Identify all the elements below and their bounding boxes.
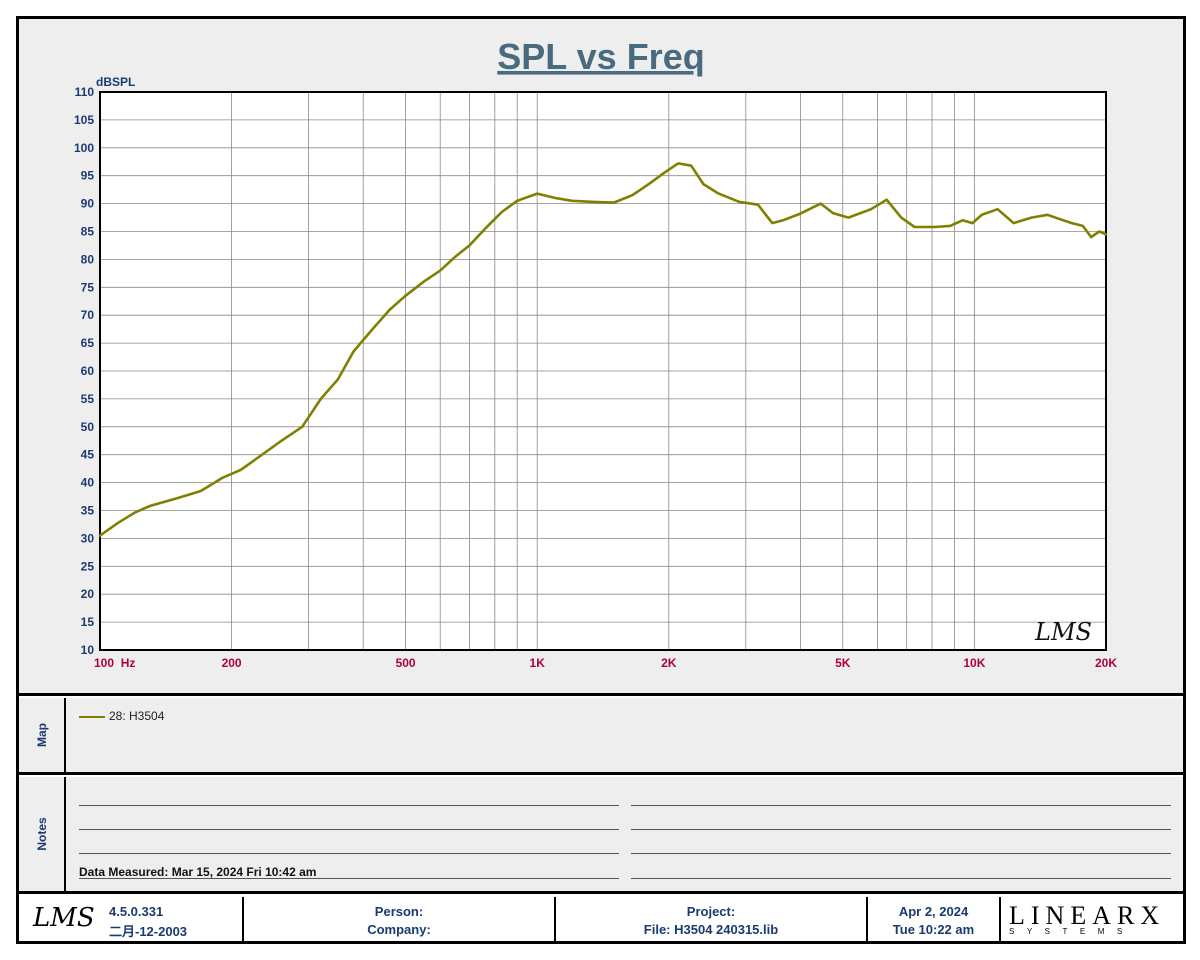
version: 4.5.0.331	[109, 904, 164, 919]
footer-date-cell: Apr 2, 2024 Tue 10:22 am	[868, 897, 1001, 941]
footer: LMS 4.5.0.331 二月-12-2003 Person: Company…	[19, 897, 1183, 941]
notes-side-label: Notes	[19, 777, 66, 891]
person-label: Person:	[374, 904, 424, 919]
y-tick-label: 10	[81, 643, 95, 657]
print-time: Tue 10:22 am	[892, 922, 975, 937]
footer-project-cell: Project: File: H3504 240315.lib	[556, 897, 868, 941]
separator	[19, 693, 1183, 696]
x-tick-label: 5K	[835, 656, 851, 670]
spl-chart: SPL vs Freq 10 15 20 25 30 35 40 45 50 55 60 65 70 75 8…	[74, 36, 1117, 670]
separator	[19, 891, 1183, 894]
x-tick-label: 1K	[530, 656, 546, 670]
y-tick-label: 95	[81, 169, 95, 183]
note-line	[631, 853, 1171, 854]
x-tick-label: 10K	[963, 656, 985, 670]
linearx-logo: LINEARX	[1009, 901, 1166, 930]
y-tick-label: 110	[75, 85, 95, 99]
y-tick-label: 25	[81, 559, 95, 573]
y-tick-label: 55	[81, 392, 95, 406]
notes-label: Notes	[34, 817, 49, 851]
report-frame: SPL vs Freq 10 15 20 25 30 35 40 45 50 55 60 65 70 75 8…	[16, 16, 1186, 944]
footer-person-cell: Person: Company:	[244, 897, 556, 941]
map-side-label: Map	[19, 698, 66, 772]
print-date: Apr 2, 2024	[898, 904, 969, 919]
y-axis-label: dBSPL	[96, 75, 135, 89]
y-tick-label: 105	[74, 113, 94, 127]
y-tick-label: 65	[81, 336, 95, 350]
x-tick-label: 500	[396, 656, 416, 670]
note-line	[79, 829, 619, 830]
footer-version-cell: LMS 4.5.0.331 二月-12-2003	[19, 897, 244, 941]
x-tick-label: 100 Hz	[94, 656, 135, 670]
data-measured: Data Measured: Mar 15, 2024 Fri 10:42 am	[79, 865, 317, 879]
y-tick-label: 30	[81, 531, 95, 545]
note-line	[79, 853, 619, 854]
y-tick-label: 90	[81, 197, 95, 211]
lms-logo: LMS	[33, 903, 95, 933]
legend-entry: 28: H3504	[109, 709, 165, 723]
y-tick-label: 85	[81, 225, 95, 239]
y-tick-label: 35	[81, 504, 95, 518]
y-tick-label: 40	[81, 476, 95, 490]
note-line	[631, 829, 1171, 830]
note-line	[79, 878, 619, 879]
notes-panel: Notes Data Measured: Mar 15, 2024 Fri 10…	[19, 777, 1183, 891]
note-line	[631, 805, 1171, 806]
y-tick-label: 100	[74, 141, 94, 155]
x-tick-label: 2K	[661, 656, 677, 670]
footer-brand-cell: LINEARX SYSTEMS	[1001, 897, 1183, 941]
y-tick-label: 70	[81, 308, 95, 322]
x-tick-label: 20K	[1095, 656, 1117, 670]
x-tick-label: 200	[222, 656, 242, 670]
map-label: Map	[34, 723, 49, 747]
y-tick-label: 15	[81, 615, 95, 629]
chart-title: SPL vs Freq	[497, 36, 704, 77]
file-text: File: H3504 240315.lib	[643, 922, 779, 937]
y-tick-label: 60	[81, 364, 95, 378]
plot-panel: SPL vs Freq 10 15 20 25 30 35 40 45 50 55 60 65 70 75 8…	[19, 19, 1183, 693]
y-tick-label: 45	[81, 448, 95, 462]
version-date: 二月-12-2003	[109, 924, 188, 939]
series-line	[98, 162, 1108, 537]
linearx-systems: SYSTEMS	[1009, 927, 1135, 936]
note-line	[631, 878, 1171, 879]
y-tick-label: 20	[81, 587, 95, 601]
plot-border	[99, 91, 1107, 651]
separator	[19, 772, 1183, 775]
y-tick-label: 75	[81, 280, 95, 294]
y-tick-label: 80	[81, 252, 95, 266]
project-label: Project:	[686, 904, 736, 919]
legend-swatch	[79, 716, 105, 718]
lms-watermark: LMS	[1034, 618, 1092, 646]
y-tick-label: 50	[81, 420, 95, 434]
company-label: Company:	[367, 922, 431, 937]
map-panel: Map 28: H3504	[19, 698, 1183, 772]
note-line	[79, 805, 619, 806]
